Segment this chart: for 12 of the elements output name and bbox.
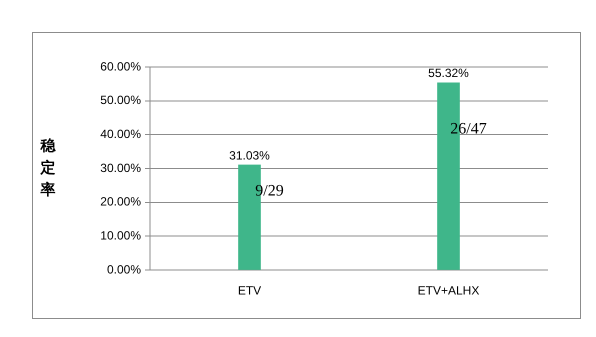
y-tick-label: 50.00%: [100, 93, 142, 108]
x-tick-label: ETV: [238, 284, 262, 298]
data-label: 31.03%: [229, 148, 270, 162]
y-tick-label: 30.00%: [100, 160, 142, 175]
y-tick-label: 0.00%: [106, 262, 142, 276]
x-tick-label: ETV+ALHX: [418, 284, 480, 298]
y-tick-label: 20.00%: [100, 194, 142, 209]
data-label: 55.32%: [428, 66, 470, 80]
y-axis-title: 稳定率: [40, 136, 56, 198]
y-tick-label: 10.00%: [100, 228, 142, 242]
y-tick-label: 40.00%: [100, 126, 142, 141]
y-tick-label: 60.00%: [100, 59, 142, 74]
